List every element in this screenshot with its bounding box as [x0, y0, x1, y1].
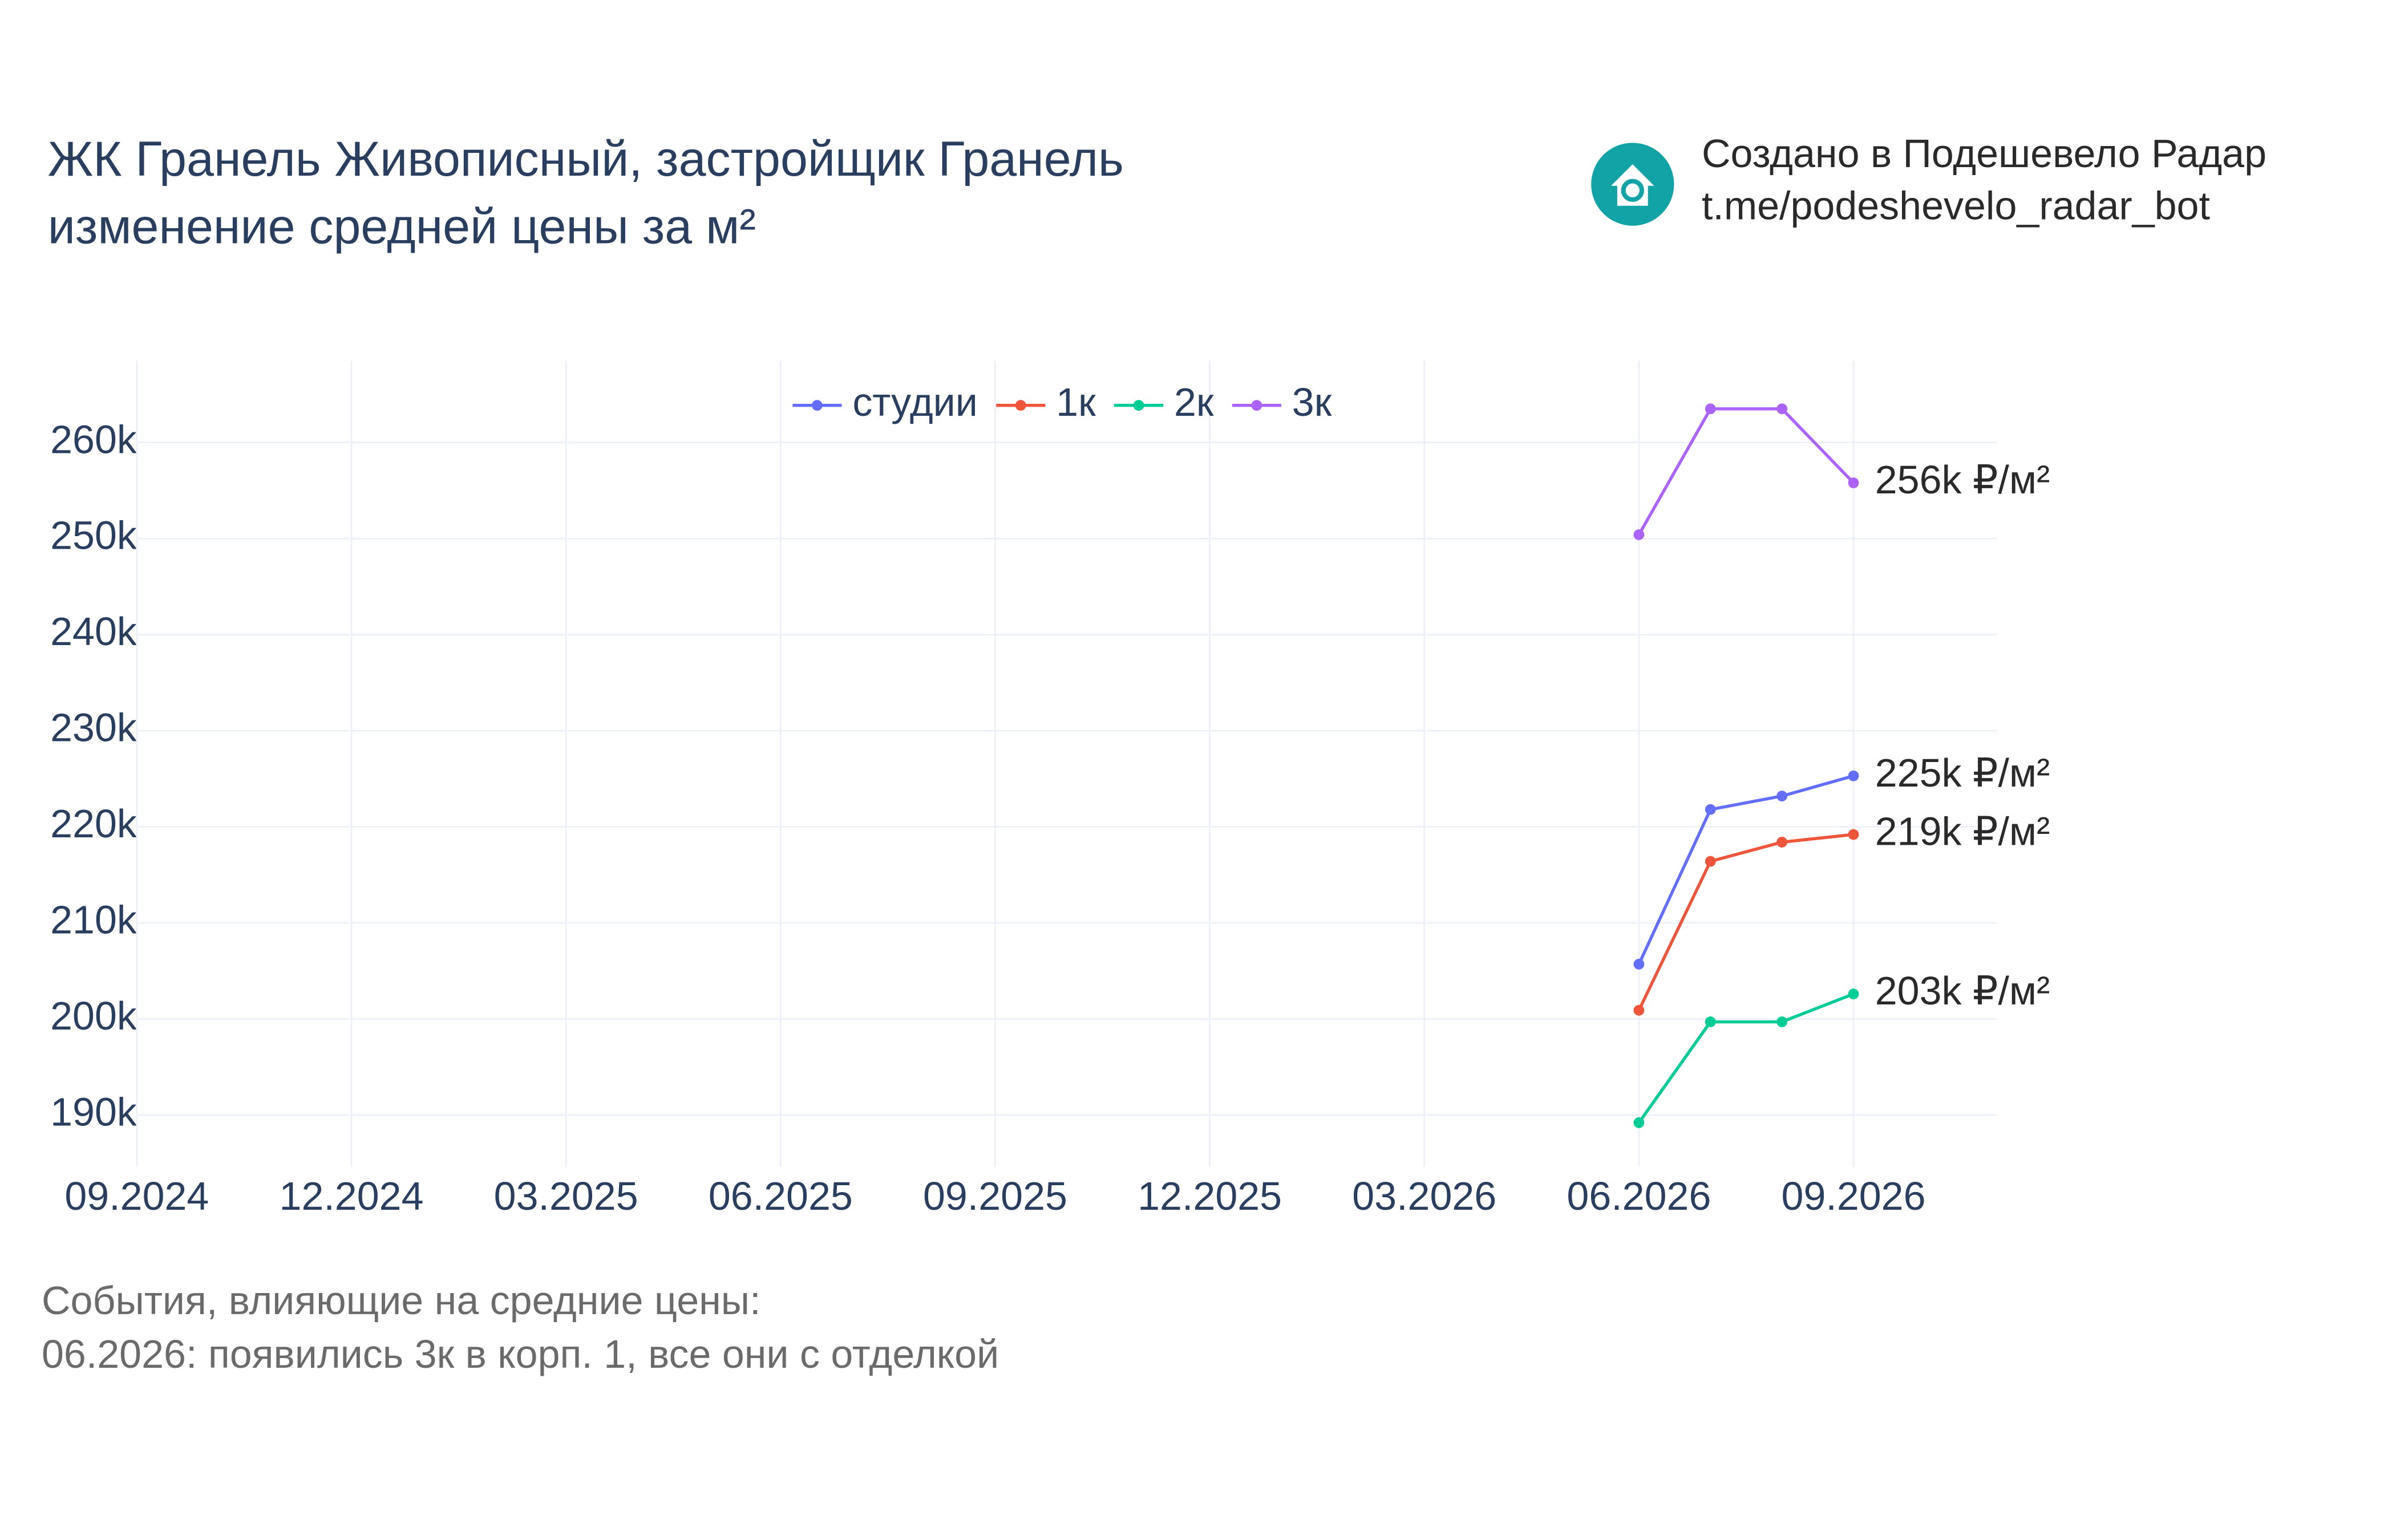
- y-tick-label: 250k: [50, 513, 137, 558]
- legend-swatch: [1251, 400, 1262, 411]
- legend-label: 2к: [1174, 380, 1214, 424]
- x-tick-label: 12.2024: [280, 1174, 424, 1218]
- legend-label: 1к: [1056, 380, 1096, 424]
- value-label: 219k ₽/м²: [1875, 809, 2050, 854]
- y-tick-label: 240k: [50, 609, 137, 654]
- x-tick-label: 12.2025: [1138, 1174, 1282, 1218]
- data-point: [1776, 791, 1788, 802]
- data-point: [1705, 1016, 1716, 1027]
- data-point: [1848, 477, 1859, 488]
- data-point: [1776, 1016, 1788, 1027]
- data-point: [1705, 403, 1716, 415]
- data-point: [1633, 1004, 1645, 1016]
- x-tick-label: 06.2025: [709, 1174, 853, 1218]
- y-tick-label: 260k: [50, 417, 137, 461]
- y-tick-label: 190k: [50, 1089, 137, 1134]
- chart-title: ЖК Гранель Живописный, застройщик Гранел…: [48, 132, 1124, 187]
- data-point: [1633, 1117, 1645, 1128]
- data-point: [1633, 529, 1645, 540]
- y-tick-label: 200k: [50, 994, 137, 1038]
- series-line: [1637, 407, 1855, 536]
- value-label: 225k ₽/м²: [1875, 751, 2050, 795]
- series-line: [1637, 833, 1854, 1011]
- data-point: [1705, 856, 1716, 867]
- y-tick-label: 230k: [50, 706, 137, 750]
- data-point: [1705, 804, 1716, 815]
- data-point: [1848, 770, 1859, 781]
- legend-swatch: [811, 400, 823, 411]
- legend-swatch: [1015, 400, 1026, 411]
- data-point: [1633, 959, 1645, 970]
- x-tick-label: 06.2026: [1567, 1174, 1711, 1218]
- x-tick-label: 03.2026: [1352, 1174, 1496, 1218]
- data-point: [1776, 837, 1788, 848]
- legend-label: студии: [852, 380, 978, 424]
- y-tick-label: 220k: [50, 801, 137, 846]
- series-line: [1637, 774, 1854, 965]
- logo: [1591, 143, 1674, 226]
- watermark: Создано в Подешевело Радар: [1702, 131, 2267, 176]
- value-label: 203k ₽/м²: [1875, 968, 2050, 1013]
- annotation: 06.2026: появились 3к в корп. 1, все они…: [42, 1332, 999, 1376]
- chart-title: изменение средней цены за м²: [48, 200, 756, 254]
- data-point: [1848, 829, 1859, 840]
- legend-swatch: [1133, 400, 1144, 411]
- legend-label: 3к: [1292, 380, 1332, 424]
- x-tick-label: 03.2025: [494, 1174, 638, 1218]
- x-tick-label: 09.2026: [1782, 1174, 1926, 1218]
- watermark: t.me/podeshevelo_radar_bot: [1702, 184, 2210, 228]
- data-point: [1848, 988, 1859, 1000]
- series-line: [1637, 992, 1855, 1124]
- value-label: 256k ₽/м²: [1875, 457, 2050, 502]
- y-tick-label: 210k: [50, 897, 137, 942]
- data-point: [1776, 403, 1788, 415]
- x-tick-label: 09.2025: [923, 1174, 1067, 1218]
- annotation: События, влияющие на средние цены:: [42, 1278, 761, 1323]
- x-tick-label: 09.2024: [64, 1174, 209, 1218]
